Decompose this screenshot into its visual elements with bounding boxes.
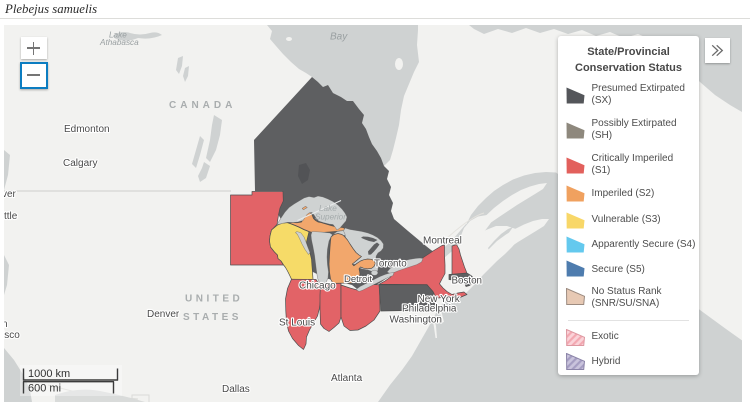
svg-text:New York: New York xyxy=(418,294,461,305)
svg-text:Bay: Bay xyxy=(330,32,348,43)
svg-text:Toronto: Toronto xyxy=(374,259,407,270)
svg-text:St Louis: St Louis xyxy=(279,318,315,329)
svg-text:Calgary: Calgary xyxy=(63,158,97,169)
svg-text:Philadelphia: Philadelphia xyxy=(402,304,457,315)
svg-text:Superior: Superior xyxy=(315,213,346,222)
svg-text:Detroit: Detroit xyxy=(344,274,372,285)
svg-text:UNITED: UNITED xyxy=(185,294,243,305)
svg-text:Boston: Boston xyxy=(452,276,483,287)
svg-text:Lake: Lake xyxy=(319,204,337,213)
svg-text:Edmonton: Edmonton xyxy=(64,124,110,135)
svg-text:Atlanta: Atlanta xyxy=(331,373,363,384)
svg-text:ttle: ttle xyxy=(4,211,18,222)
svg-text:Athabasca: Athabasca xyxy=(99,38,139,47)
svg-text:Denver: Denver xyxy=(147,309,180,320)
svg-text:Montreal: Montreal xyxy=(423,236,462,247)
svg-text:Lake: Lake xyxy=(109,31,127,40)
svg-text:Dallas: Dallas xyxy=(222,384,250,395)
svg-text:Washington: Washington xyxy=(390,315,442,326)
svg-text:Chicago: Chicago xyxy=(299,281,336,292)
svg-text:n: n xyxy=(2,319,8,330)
svg-text:CANADA: CANADA xyxy=(169,100,236,111)
svg-text:1000 km: 1000 km xyxy=(28,368,70,380)
svg-text:ver: ver xyxy=(2,189,17,200)
svg-text:600 mi: 600 mi xyxy=(28,383,61,395)
svg-text:STATES: STATES xyxy=(183,312,242,323)
svg-text:isco: isco xyxy=(2,330,20,341)
